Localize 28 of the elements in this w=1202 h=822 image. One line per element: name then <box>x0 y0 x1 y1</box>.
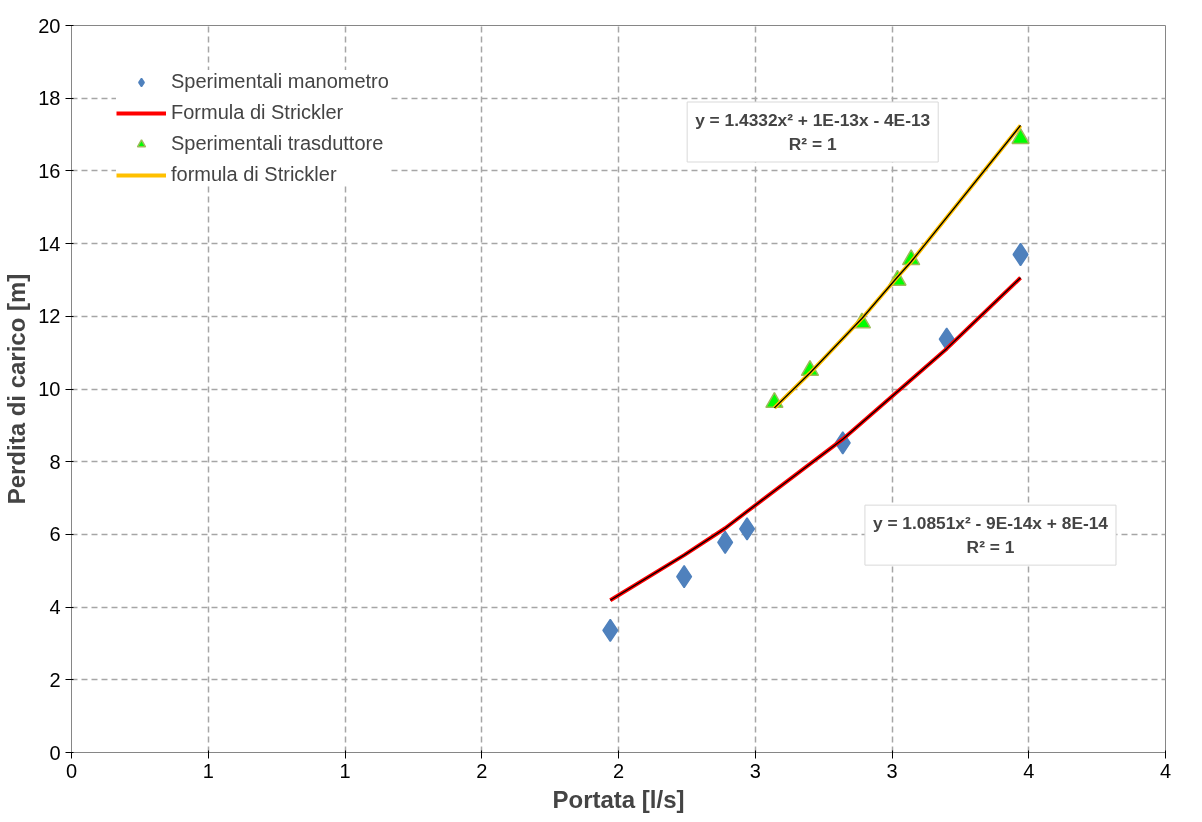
y-tick-label: 0 <box>49 741 61 764</box>
x-tick-label: 1 <box>339 759 351 782</box>
y-axis-title: Perdita di carico [m] <box>3 273 31 505</box>
x-axis-title: Portata [l/s] <box>552 785 685 813</box>
legend-label: Sperimentali trasduttore <box>171 132 384 155</box>
y-tick-label: 18 <box>38 87 61 110</box>
annotation: y = 1.4332x² + 1E-13x - 4E-13 R² = 1 <box>695 110 931 155</box>
x-tick-label: 3 <box>886 759 898 782</box>
x-tick-label: 4 <box>1159 759 1172 782</box>
x-tick-label: 3 <box>749 759 761 782</box>
y-tick-label: 20 <box>38 14 61 37</box>
x-tick-label: 2 <box>612 759 625 782</box>
y-tick-label: 4 <box>49 596 61 619</box>
x-tick-label: 2 <box>476 759 488 782</box>
y-tick-label: 14 <box>38 232 61 255</box>
y-tick-label: 16 <box>38 159 61 182</box>
y-tick-label: 12 <box>38 305 61 328</box>
annotation: y = 1.0851x² - 9E-14x + 8E-14 R² = 1 <box>872 513 1109 558</box>
x-tick-label: 1 <box>202 759 214 782</box>
legend-label: formula di Strickler <box>171 163 337 186</box>
y-tick-label: 8 <box>49 450 61 473</box>
x-tick-label: 4 <box>1023 759 1035 782</box>
legend-label: Sperimentali manometro <box>171 70 389 93</box>
legend-label: Formula di Strickler <box>171 101 344 124</box>
y-tick-label: 2 <box>49 668 61 691</box>
y-tick-label: 10 <box>38 378 61 400</box>
x-tick-label: 0 <box>65 759 78 782</box>
y-tick-label: 6 <box>49 523 61 546</box>
